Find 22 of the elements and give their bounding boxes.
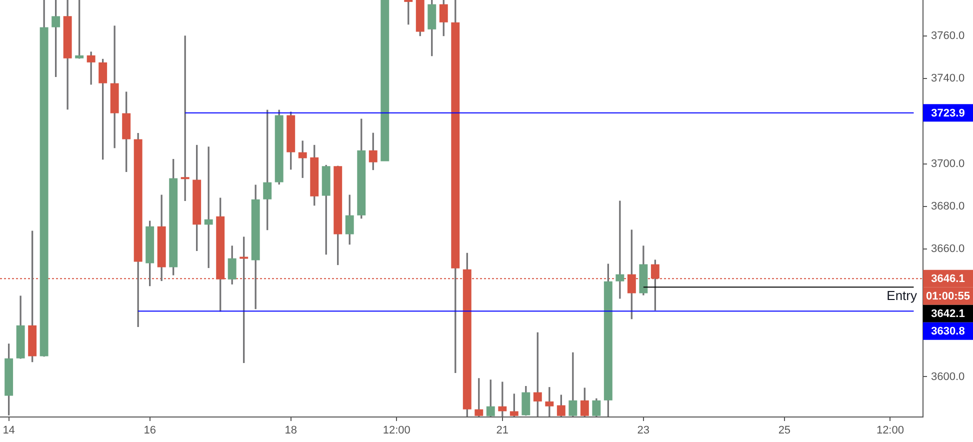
candlestick [380, 0, 390, 162]
x-tick-label: 14 [2, 424, 15, 437]
data-label: 3642.1 [931, 308, 965, 320]
ref-line-label: 3646.1 [931, 273, 965, 286]
y-tick-label: 3700.0 [931, 158, 965, 170]
x-tick-label: 12:00 [876, 424, 904, 437]
y-tick-label: 3740.0 [931, 72, 965, 85]
text: 01:00:55 [926, 290, 970, 303]
x-tick-label: 18 [284, 424, 297, 437]
x-tick-label: 23 [637, 424, 650, 437]
x-tick-label: 16 [144, 424, 156, 437]
y-tick-label: 3660.0 [931, 242, 965, 255]
x-tick-label: 25 [778, 424, 791, 437]
annotation: Entry [886, 288, 918, 304]
y-tick-label: 3680.0 [931, 200, 965, 212]
candlestick [86, 52, 96, 85]
x-tick-label: 12:00 [382, 424, 410, 437]
x-tick-label: 21 [496, 424, 509, 437]
data-label: 3723.9 [931, 107, 965, 120]
y-tick-label: 3760.0 [931, 30, 965, 42]
y-tick-label: 3600.0 [931, 370, 965, 383]
data-label: 3630.8 [931, 326, 965, 338]
